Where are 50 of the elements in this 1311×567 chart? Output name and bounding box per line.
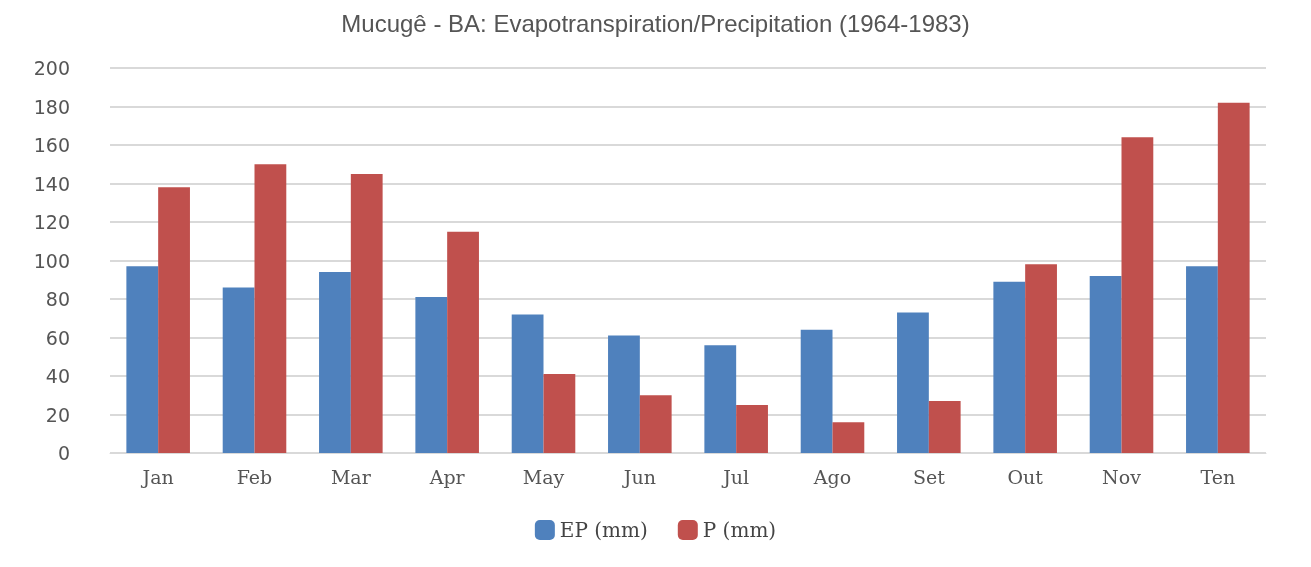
bar bbox=[928, 401, 961, 453]
bar bbox=[350, 173, 383, 453]
bar bbox=[1121, 137, 1154, 453]
y-tick-label: 0 bbox=[57, 442, 70, 464]
x-tick-label: Nov bbox=[1102, 465, 1142, 488]
y-tick-label: 160 bbox=[33, 134, 70, 156]
bar bbox=[254, 164, 287, 453]
x-tick-label: May bbox=[522, 465, 565, 488]
chart-title: Mucugê - BA: Evapotranspiration/Precipitation (1964-1983) bbox=[341, 9, 970, 37]
bar bbox=[158, 187, 190, 453]
bar bbox=[319, 272, 351, 453]
bar bbox=[126, 266, 159, 453]
y-tick-label: 60 bbox=[45, 326, 70, 349]
bar bbox=[222, 287, 255, 453]
bar bbox=[1025, 264, 1057, 453]
y-tick-label: 140 bbox=[33, 172, 70, 195]
bar bbox=[608, 335, 640, 453]
legend-label: P (mm) bbox=[702, 518, 777, 542]
x-tick-label: Mar bbox=[330, 465, 372, 488]
bar bbox=[415, 297, 448, 453]
y-tick-label: 180 bbox=[33, 95, 70, 118]
bar bbox=[704, 345, 737, 453]
x-tick-label: Jun bbox=[621, 465, 656, 488]
bar bbox=[447, 231, 479, 453]
y-tick-label: 120 bbox=[33, 211, 70, 233]
y-tick-label: 20 bbox=[45, 403, 70, 426]
legend-label: EP (mm) bbox=[559, 518, 648, 542]
y-tick-label: 100 bbox=[33, 249, 70, 272]
y-tick-label: 80 bbox=[45, 288, 70, 310]
bar bbox=[800, 329, 833, 453]
x-tick-label: Set bbox=[912, 465, 946, 488]
x-tick-label: Ago bbox=[812, 465, 852, 488]
y-tick-label: 200 bbox=[33, 57, 70, 79]
y-tick-label: 40 bbox=[45, 365, 70, 387]
bar bbox=[511, 314, 544, 453]
x-tick-label: Jul bbox=[721, 465, 750, 488]
bar bbox=[543, 374, 576, 453]
bar bbox=[1186, 266, 1218, 453]
bar bbox=[993, 281, 1026, 453]
bar bbox=[1089, 275, 1122, 453]
x-tick-label: Feb bbox=[236, 465, 273, 488]
bar bbox=[832, 422, 865, 453]
bar bbox=[897, 312, 929, 453]
bar bbox=[1217, 102, 1250, 453]
x-tick-label: Apr bbox=[428, 465, 466, 488]
bar bbox=[736, 404, 768, 453]
bar bbox=[639, 395, 672, 453]
x-tick-label: Out bbox=[1007, 465, 1044, 488]
x-tick-label: Jan bbox=[140, 465, 174, 488]
x-tick-label: Ten bbox=[1200, 465, 1236, 488]
